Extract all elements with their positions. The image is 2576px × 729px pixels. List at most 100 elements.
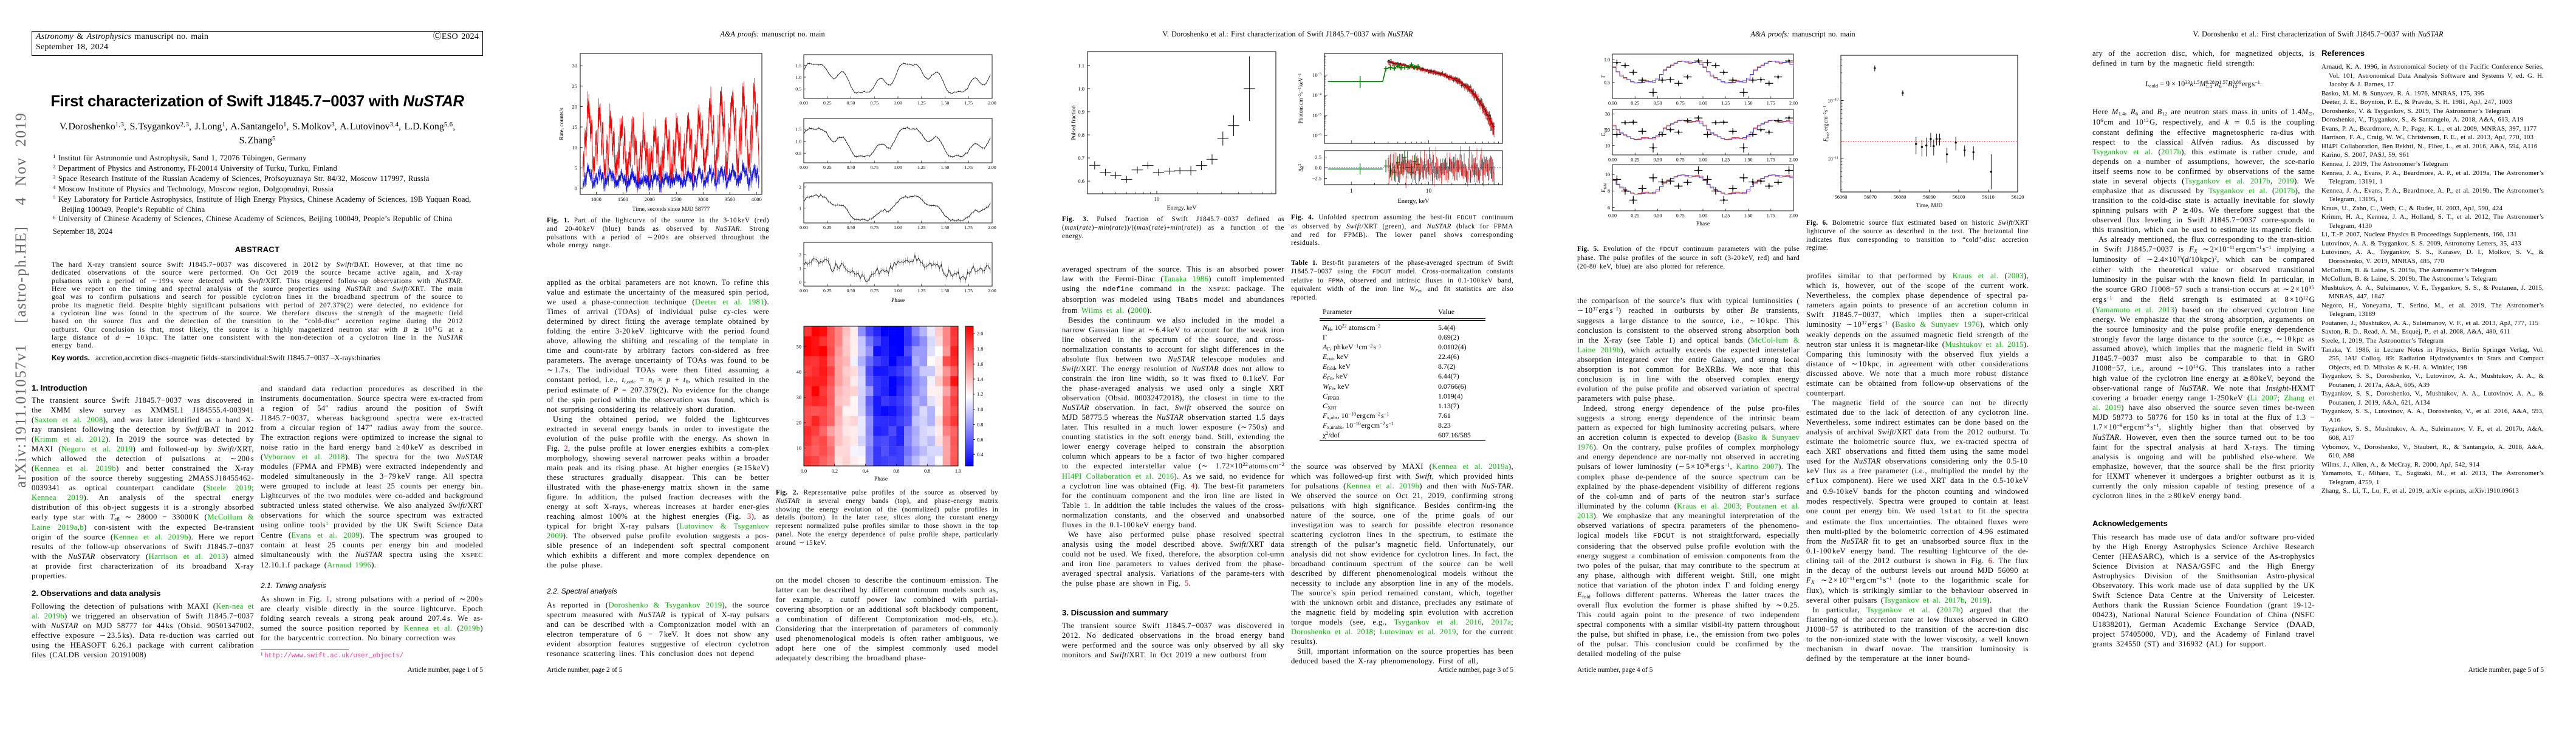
svg-text:10−4: 10−4 bbox=[1312, 92, 1321, 98]
svg-text:10−5: 10−5 bbox=[1312, 112, 1321, 118]
svg-text:0.5: 0.5 bbox=[1604, 80, 1610, 86]
svg-text:Photons cm−2 s−1 keV−1: Photons cm−2 s−1 keV−1 bbox=[1298, 74, 1304, 124]
svg-text:1.2: 1.2 bbox=[977, 392, 983, 397]
svg-text:0.75: 0.75 bbox=[870, 165, 879, 170]
svg-text:25: 25 bbox=[572, 83, 578, 89]
svg-text:10−3: 10−3 bbox=[1312, 72, 1321, 78]
svg-text:30: 30 bbox=[796, 395, 801, 400]
svg-text:0.9: 0.9 bbox=[1078, 109, 1084, 115]
svg-text:4000: 4000 bbox=[752, 196, 762, 202]
svg-text:0.00: 0.00 bbox=[800, 288, 808, 293]
svg-text:0.00: 0.00 bbox=[800, 225, 808, 230]
svg-text:40: 40 bbox=[796, 369, 801, 375]
svg-text:1: 1 bbox=[799, 206, 801, 211]
svg-text:1.75: 1.75 bbox=[1767, 157, 1775, 163]
svg-text:0: 0 bbox=[575, 185, 577, 191]
svg-text:1.8: 1.8 bbox=[977, 346, 983, 352]
svg-text:2500: 2500 bbox=[671, 196, 682, 202]
svg-text:0.50: 0.50 bbox=[1654, 101, 1662, 106]
svg-text:2.00: 2.00 bbox=[988, 288, 996, 293]
svg-text:1.25: 1.25 bbox=[1721, 157, 1730, 163]
svg-text:0.50: 0.50 bbox=[847, 100, 855, 106]
svg-text:0.00: 0.00 bbox=[1608, 213, 1617, 219]
svg-text:10: 10 bbox=[1605, 143, 1610, 148]
svg-text:0.25: 0.25 bbox=[823, 100, 832, 106]
svg-text:2.00: 2.00 bbox=[988, 100, 996, 106]
svg-text:1.0: 1.0 bbox=[795, 75, 801, 80]
svg-text:1.00: 1.00 bbox=[1699, 101, 1707, 106]
svg-text:0.25: 0.25 bbox=[1631, 213, 1639, 219]
svg-text:2000: 2000 bbox=[645, 196, 655, 202]
svg-text:1.5: 1.5 bbox=[795, 63, 801, 68]
svg-text:0.4: 0.4 bbox=[862, 468, 869, 474]
svg-text:1.50: 1.50 bbox=[1744, 157, 1753, 163]
svg-text:8: 8 bbox=[1608, 188, 1610, 194]
svg-text:0.5: 0.5 bbox=[795, 86, 801, 92]
svg-text:10−10: 10−10 bbox=[1828, 98, 1838, 104]
svg-text:0.25: 0.25 bbox=[823, 288, 832, 293]
svg-text:10−6: 10−6 bbox=[1312, 132, 1321, 139]
svg-text:0.75: 0.75 bbox=[870, 100, 879, 106]
svg-text:20: 20 bbox=[796, 420, 801, 426]
svg-text:0.00: 0.00 bbox=[1608, 101, 1617, 106]
svg-text:1.00: 1.00 bbox=[894, 165, 902, 170]
svg-text:1: 1 bbox=[1350, 188, 1353, 194]
svg-text:0.50: 0.50 bbox=[847, 165, 855, 170]
svg-text:0.8: 0.8 bbox=[977, 422, 983, 427]
svg-text:1.0: 1.0 bbox=[977, 407, 983, 412]
svg-text:0.7: 0.7 bbox=[1078, 155, 1084, 161]
svg-text:5: 5 bbox=[575, 165, 577, 171]
svg-text:2.00: 2.00 bbox=[1789, 101, 1798, 106]
svg-text:2: 2 bbox=[799, 252, 801, 258]
svg-text:0.2: 0.2 bbox=[832, 468, 838, 474]
svg-text:1.00: 1.00 bbox=[1699, 213, 1707, 219]
svg-text:1.50: 1.50 bbox=[941, 288, 950, 293]
svg-text:0.50: 0.50 bbox=[1654, 157, 1662, 163]
svg-text:0: 0 bbox=[799, 279, 801, 285]
svg-text:1.4: 1.4 bbox=[977, 377, 984, 382]
svg-text:1.25: 1.25 bbox=[917, 288, 926, 293]
svg-text:15: 15 bbox=[572, 124, 578, 130]
svg-text:1.25: 1.25 bbox=[917, 225, 926, 230]
svg-text:0.00: 0.00 bbox=[800, 100, 808, 106]
svg-text:0.00: 0.00 bbox=[1608, 157, 1617, 163]
svg-text:0.75: 0.75 bbox=[1676, 213, 1685, 219]
svg-text:Fbol, erg cm−2 s−1: Fbol, erg cm−2 s−1 bbox=[1823, 106, 1830, 143]
svg-text:10: 10 bbox=[796, 446, 801, 451]
svg-text:0.5: 0.5 bbox=[795, 151, 801, 156]
svg-text:0.50: 0.50 bbox=[847, 225, 855, 230]
svg-text:0.75: 0.75 bbox=[870, 225, 879, 230]
svg-text:56090: 56090 bbox=[1923, 194, 1936, 200]
svg-text:1500: 1500 bbox=[618, 196, 628, 202]
svg-text:30: 30 bbox=[1605, 112, 1610, 117]
svg-text:2.00: 2.00 bbox=[1789, 157, 1798, 163]
svg-text:1.0: 1.0 bbox=[1604, 57, 1610, 63]
svg-text:2.00: 2.00 bbox=[988, 225, 996, 230]
svg-text:10: 10 bbox=[1605, 172, 1610, 177]
svg-text:1.50: 1.50 bbox=[1744, 101, 1753, 106]
svg-text:Γ: Γ bbox=[1600, 75, 1606, 78]
svg-text:1.50: 1.50 bbox=[941, 100, 950, 106]
svg-text:0.25: 0.25 bbox=[823, 165, 832, 170]
svg-text:1.1: 1.1 bbox=[1078, 63, 1084, 69]
svg-text:Energy, keV: Energy, keV bbox=[1167, 205, 1197, 211]
svg-text:Phase: Phase bbox=[874, 476, 888, 482]
svg-text:1.25: 1.25 bbox=[917, 165, 926, 170]
svg-text:2.00: 2.00 bbox=[988, 165, 996, 170]
svg-text:0.6: 0.6 bbox=[893, 468, 899, 474]
svg-text:10: 10 bbox=[572, 145, 578, 151]
svg-text:20: 20 bbox=[1605, 127, 1610, 132]
svg-text:Energy, keV: Energy, keV bbox=[1397, 198, 1430, 205]
svg-text:3000: 3000 bbox=[698, 196, 708, 202]
svg-text:1.50: 1.50 bbox=[941, 165, 950, 170]
svg-text:56080: 56080 bbox=[1894, 194, 1906, 200]
svg-text:0.25: 0.25 bbox=[1631, 157, 1639, 163]
svg-text:Time, seconds since MJD 58777: Time, seconds since MJD 58777 bbox=[632, 206, 710, 213]
svg-text:1.25: 1.25 bbox=[917, 100, 926, 106]
svg-text:0.4: 0.4 bbox=[977, 452, 984, 457]
svg-text:1.00: 1.00 bbox=[1699, 157, 1707, 163]
svg-text:0.0: 0.0 bbox=[801, 468, 807, 474]
svg-text:56100: 56100 bbox=[1953, 194, 1965, 200]
svg-text:56060: 56060 bbox=[1835, 194, 1848, 200]
svg-text:Efold: Efold bbox=[1600, 182, 1608, 193]
